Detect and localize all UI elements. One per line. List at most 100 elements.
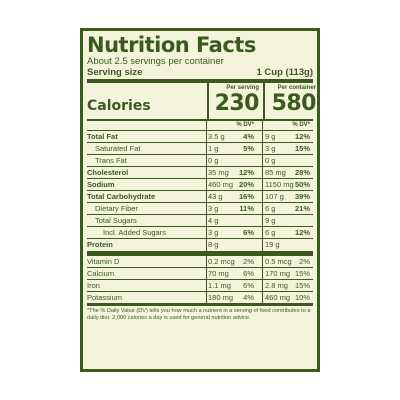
- serving-dv: 6%: [243, 269, 254, 278]
- container-amount: 1150 mg: [265, 180, 294, 189]
- footnote: *The % Daily Value (DV) tells you how mu…: [87, 303, 313, 322]
- serving-dv: 20%: [238, 180, 254, 189]
- container-amount: 9 g: [265, 132, 276, 141]
- nutrient-name: Total Fat: [87, 132, 118, 141]
- serving-amount: 1.1 mg: [208, 281, 231, 290]
- nutrient-table: % DV* % DV* Total Fat 3.5 g 4% 9 g 12% Satura…: [87, 121, 313, 303]
- nutrient-name: Vitamin D: [87, 257, 120, 266]
- column-divider: [262, 121, 263, 303]
- serving-amount: 3.5 g: [208, 132, 225, 141]
- calories-per-container-value: 580: [271, 91, 317, 116]
- vitamin-row: Iron 1.1 mg 6% 2.8 mg 15%: [87, 279, 313, 291]
- vitamin-row: Calcium 70 mg 6% 170 mg 15%: [87, 267, 313, 279]
- serving-dv: 6%: [243, 228, 254, 237]
- nutrient-name: Potassium: [87, 293, 123, 302]
- nutrient-name: Incl. Added Sugars: [103, 228, 166, 237]
- serving-amount: 1 g: [208, 144, 219, 153]
- nutrition-facts-label: Nutrition Facts About 2.5 servings per c…: [80, 28, 320, 372]
- nutrient-name: Cholesterol: [87, 168, 129, 177]
- serving-size-label: Serving size: [87, 67, 143, 78]
- nutrient-rows: Total Fat 3.5 g 4% 9 g 12% Saturated Fat 1 g 5%…: [87, 130, 313, 250]
- container-dv: 15%: [294, 269, 310, 278]
- container-amount: 107 g: [265, 192, 284, 201]
- container-amount: 6 g: [265, 228, 276, 237]
- dv-header-row: % DV* % DV*: [87, 121, 313, 130]
- serving-amount: 43 g: [208, 192, 223, 201]
- serving-amount: 180 mg: [208, 293, 234, 302]
- servings-per-container: About 2.5 servings per container: [87, 56, 224, 67]
- container-amount: 9 g: [265, 216, 276, 225]
- container-dv: 39%: [294, 192, 310, 201]
- serving-amount: 70 mg: [208, 269, 229, 278]
- serving-dv: 16%: [238, 192, 254, 201]
- label-title: Nutrition Facts: [87, 33, 256, 57]
- container-dv: 10%: [294, 293, 310, 302]
- column-divider: [206, 121, 207, 303]
- serving-dv: 12%: [238, 168, 254, 177]
- serving-dv: 4%: [243, 293, 254, 302]
- calories-per-serving-value: 230: [214, 91, 260, 116]
- container-amount: 19 g: [265, 240, 280, 249]
- container-amount: 3 g: [265, 144, 276, 153]
- dv-header-container: % DV*: [292, 122, 310, 128]
- nutrient-name: Iron: [87, 281, 100, 290]
- nutrient-row: Cholesterol 35 mg 12% 85 mg 28%: [87, 166, 313, 178]
- serving-amount: 3 g: [208, 228, 219, 237]
- serving-size-row: Serving size 1 Cup (113g): [87, 67, 313, 78]
- calories-section: Calories Per serving 230 Per container 5…: [87, 83, 317, 119]
- nutrient-name: Saturated Fat: [95, 144, 141, 153]
- container-dv: 12%: [294, 228, 310, 237]
- container-amount: 6 g: [265, 204, 276, 213]
- serving-dv: 2%: [243, 257, 254, 266]
- vitamin-rows: Vitamin D 0.2 mcg 2% 0.5 mcg 2% Calcium 70 mg 6…: [87, 256, 313, 303]
- container-dv: 21%: [294, 204, 310, 213]
- container-dv: 50%: [294, 180, 310, 189]
- serving-amount: 0.2 mcg: [208, 257, 235, 266]
- container-amount: 2.8 mg: [265, 281, 288, 290]
- nutrient-row: Saturated Fat 1 g 5% 3 g 15%: [87, 142, 313, 154]
- nutrient-name: Calcium: [87, 269, 115, 278]
- thick-divider: [87, 251, 313, 256]
- calories-per-container: Per container 580: [263, 83, 319, 119]
- serving-amount: 0 g: [208, 156, 219, 165]
- container-dv: 28%: [294, 168, 310, 177]
- vitamin-row: Potassium 180 mg 4% 460 mg 10%: [87, 291, 313, 303]
- container-dv: 15%: [294, 144, 310, 153]
- serving-amount: 3 g: [208, 204, 219, 213]
- medium-divider: [87, 119, 313, 121]
- nutrient-row: Trans Fat 0 g 0 g: [87, 154, 313, 166]
- nutrient-row: Dietary Fiber 3 g 11% 6 g 21%: [87, 202, 313, 214]
- nutrient-name: Protein: [87, 240, 113, 249]
- container-dv: 12%: [294, 132, 310, 141]
- thick-divider: [87, 79, 313, 83]
- vitamin-row: Vitamin D 0.2 mcg 2% 0.5 mcg 2%: [87, 256, 313, 267]
- nutrient-name: Total Sugars: [95, 216, 137, 225]
- serving-dv: 6%: [243, 281, 254, 290]
- calories-label: Calories: [87, 98, 151, 114]
- nutrient-row: Total Carbohydrate 43 g 16% 107 g 39%: [87, 190, 313, 202]
- serving-amount: 8 g: [208, 240, 219, 249]
- nutrient-row: Sodium 460 mg 20% 1150 mg 50%: [87, 178, 313, 190]
- serving-dv: 11%: [239, 204, 254, 213]
- nutrient-name: Trans Fat: [95, 156, 127, 165]
- container-amount: 0.5 mcg: [265, 257, 292, 266]
- nutrient-row: Protein 8 g 19 g: [87, 238, 313, 250]
- nutrient-row: Total Fat 3.5 g 4% 9 g 12%: [87, 130, 313, 142]
- nutrient-row: Incl. Added Sugars 3 g 6% 6 g 12%: [87, 226, 313, 238]
- nutrient-row: Total Sugars 4 g 9 g: [87, 214, 313, 226]
- per-container-header: Per container: [277, 85, 316, 91]
- calories-per-serving: Per serving 230: [207, 83, 262, 119]
- serving-amount: 35 mg: [208, 168, 229, 177]
- container-dv: 2%: [299, 257, 310, 266]
- container-amount: 85 mg: [265, 168, 286, 177]
- nutrient-name: Total Carbohydrate: [87, 192, 156, 201]
- serving-dv: 5%: [243, 144, 254, 153]
- serving-dv: 4%: [243, 132, 254, 141]
- nutrient-name: Dietary Fiber: [95, 204, 138, 213]
- dv-header-serving: % DV*: [236, 122, 254, 128]
- container-amount: 460 mg: [265, 293, 291, 302]
- container-amount: 170 mg: [265, 269, 291, 278]
- container-dv: 15%: [294, 281, 310, 290]
- per-serving-header: Per serving: [226, 85, 259, 91]
- serving-size-value: 1 Cup (113g): [256, 67, 314, 78]
